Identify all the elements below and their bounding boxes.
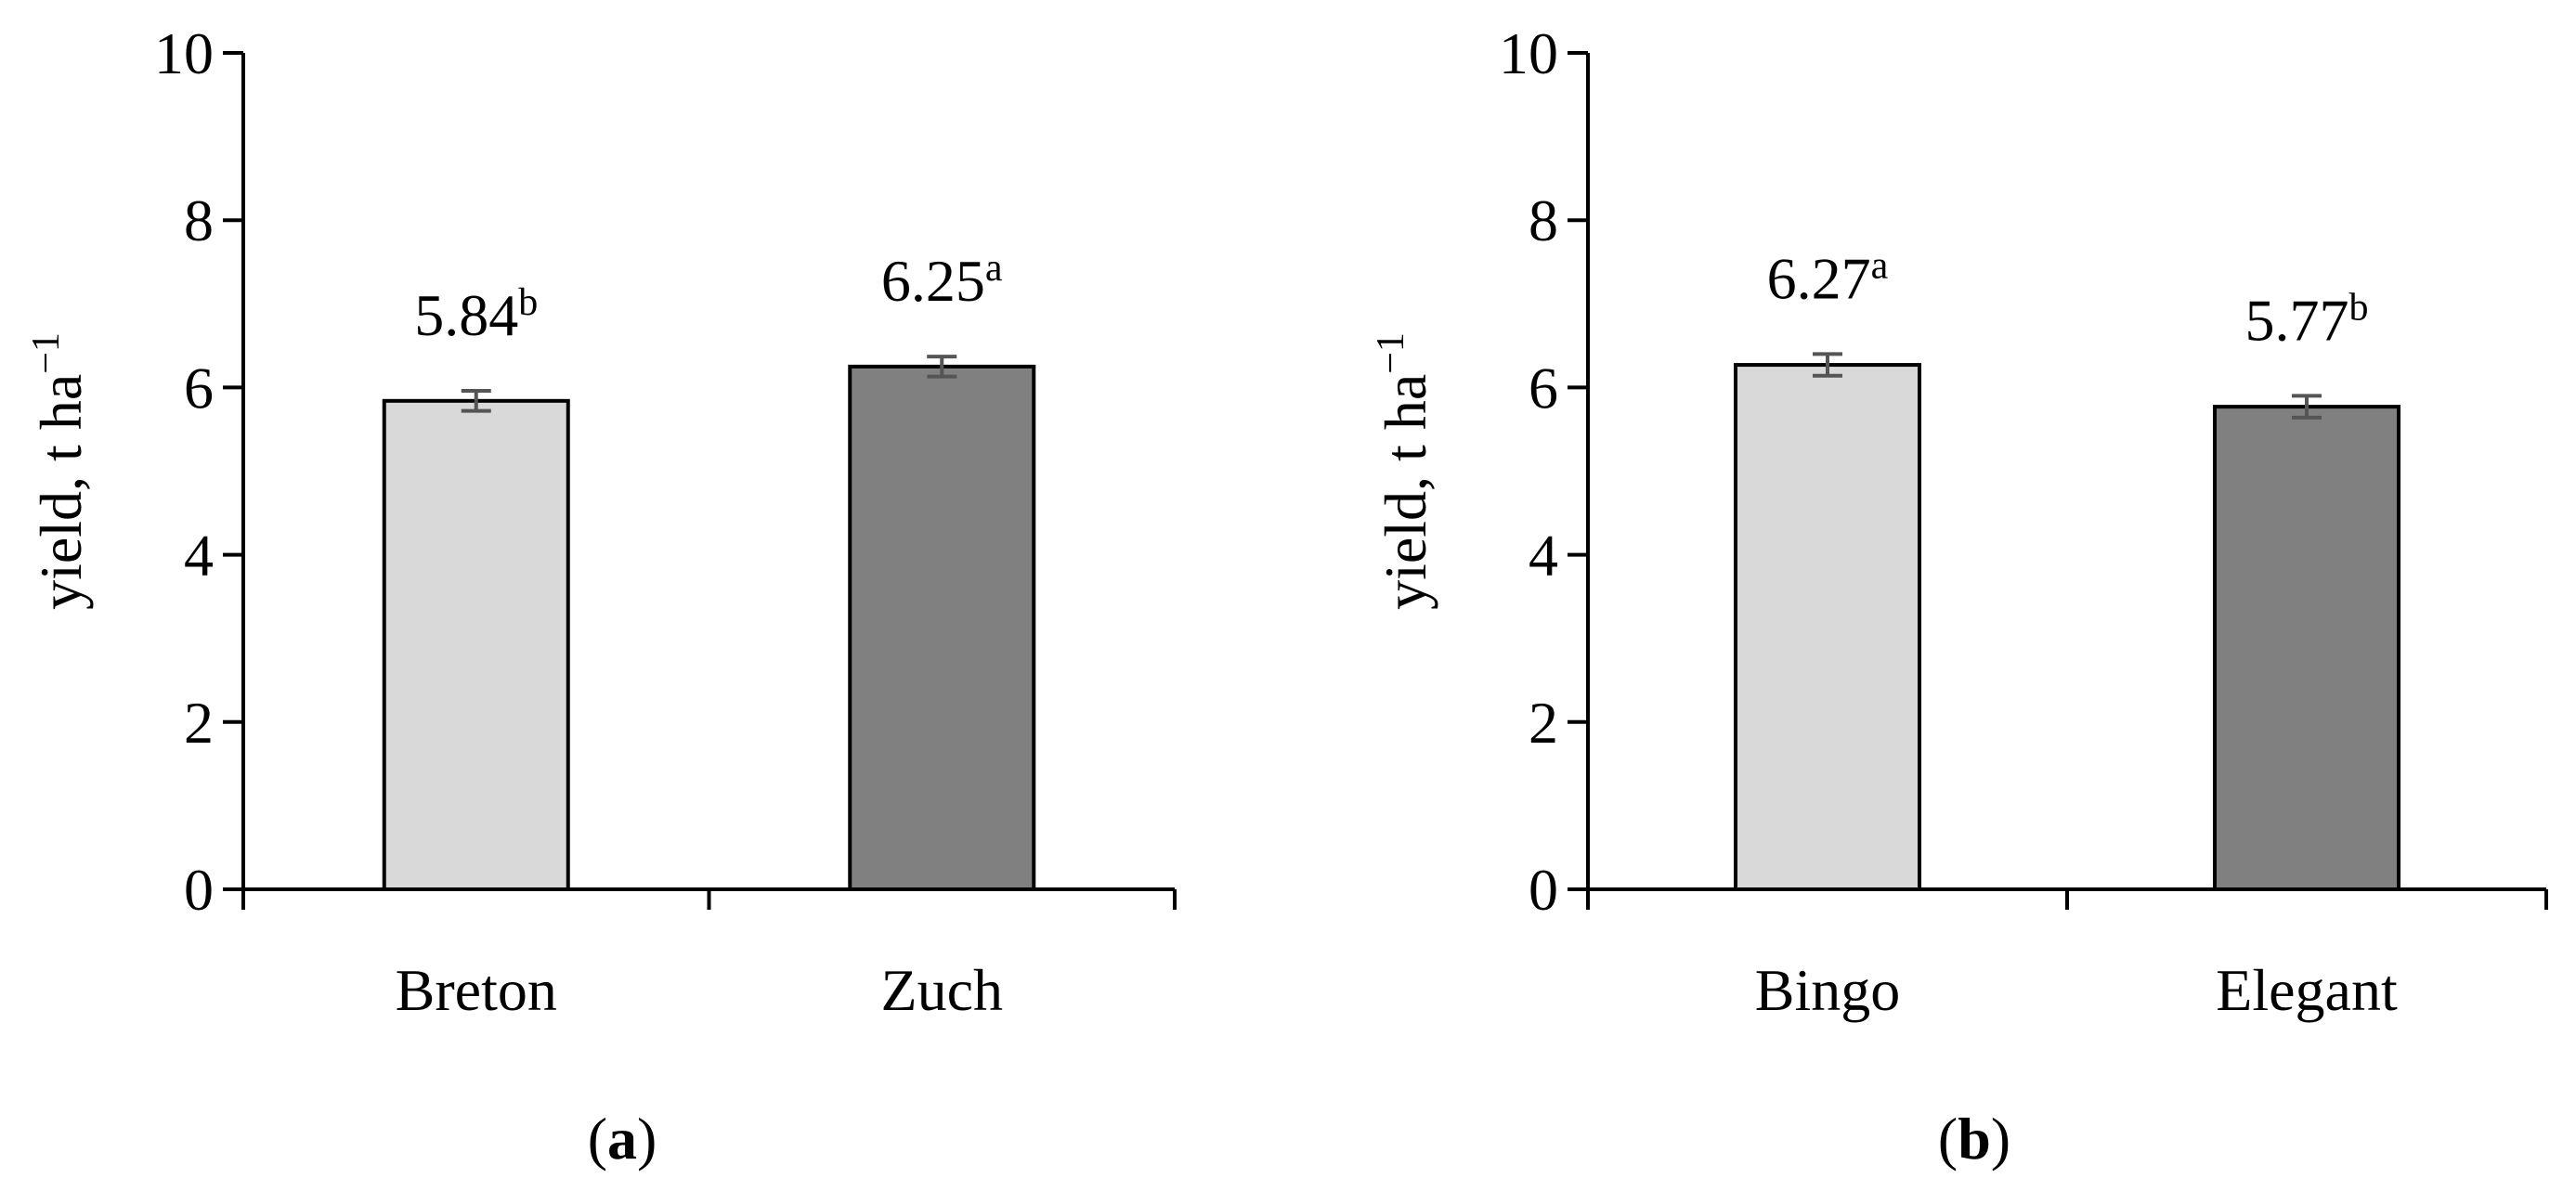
y-axis-title: yield, t ha−1: [25, 332, 94, 610]
y-tick-label: 0: [1529, 857, 1558, 923]
y-axis-title-superscript: −1: [1370, 332, 1412, 374]
significance-letter: a: [1871, 244, 1889, 287]
data-label: 6.27a: [1767, 244, 1889, 311]
significance-letter: b: [2349, 286, 2369, 329]
panel-label-close-paren: ): [637, 1106, 657, 1172]
y-tick-label: 4: [1529, 523, 1558, 589]
y-axis-title-superscript: −1: [25, 332, 68, 374]
panel-label: (b): [1938, 1106, 2010, 1172]
y-tick-label: 2: [184, 690, 214, 756]
data-label: 5.77b: [2245, 286, 2369, 353]
y-tick-label: 2: [1529, 690, 1558, 756]
panel-label-close-paren: ): [1991, 1106, 2010, 1172]
category-label: Bingo: [1755, 957, 1900, 1023]
bar-breton: [382, 398, 570, 892]
y-tick-label: 10: [154, 20, 214, 86]
significance-letter: a: [985, 247, 1003, 290]
y-tick-label: 0: [184, 857, 214, 923]
significance-letter: b: [518, 281, 538, 324]
category-label: Breton: [396, 957, 557, 1023]
panel-label-letter: b: [1958, 1106, 1991, 1172]
data-label-value: 6.27: [1767, 245, 1871, 311]
bar-elegant: [2213, 405, 2400, 891]
y-tick-label: 4: [184, 523, 214, 589]
panel-label-letter: a: [607, 1106, 637, 1172]
y-tick-label: 8: [184, 188, 214, 253]
panel-label-open-paren: (: [1938, 1106, 1958, 1172]
bar-bingo: [1734, 363, 1921, 891]
data-label: 5.84b: [414, 281, 538, 348]
y-axis-title-text: yield, t ha: [1373, 374, 1438, 610]
data-label-value: 6.25: [881, 248, 985, 314]
category-label: Zuch: [881, 957, 1004, 1023]
y-axis-title-text: yield, t ha: [28, 374, 94, 610]
y-axis-title: yield, t ha−1: [1370, 332, 1438, 610]
bar-zuch: [848, 364, 1036, 891]
y-tick-label: 6: [1529, 355, 1558, 421]
y-tick-label: 8: [1529, 188, 1558, 253]
data-label: 6.25a: [881, 247, 1003, 314]
category-label: Elegant: [2216, 957, 2398, 1023]
data-label-value: 5.84: [414, 282, 518, 348]
panel-label-open-paren: (: [588, 1106, 607, 1172]
y-tick-label: 6: [184, 355, 214, 421]
data-label-value: 5.77: [2245, 287, 2349, 353]
y-tick-label: 10: [1499, 20, 1558, 86]
panel-label: (a): [588, 1106, 657, 1172]
